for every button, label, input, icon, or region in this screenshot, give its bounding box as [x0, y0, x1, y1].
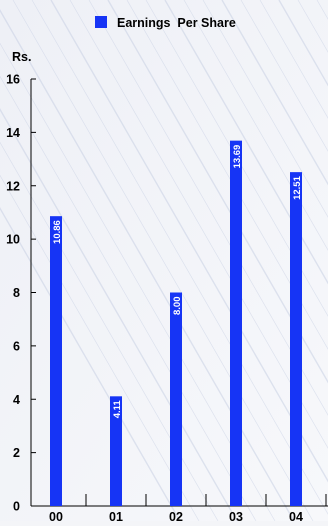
background-streak	[0, 174, 200, 522]
y-tick-label: 16	[6, 73, 20, 87]
legend-label: Earnings Per Share	[117, 16, 236, 30]
y-axis-label: Rs.	[12, 50, 31, 64]
background-streak	[0, 206, 181, 522]
bar	[230, 140, 242, 506]
y-tick-label: 8	[13, 286, 20, 300]
background-streak	[0, 42, 276, 522]
bar-value-label: 8.00	[172, 297, 183, 316]
bar	[290, 172, 302, 506]
background-streak	[240, 0, 328, 152]
y-tick-label: 6	[13, 339, 20, 353]
background-streak	[202, 0, 328, 218]
bar-value-label: 4.11	[112, 400, 123, 419]
x-tick-label: 00	[49, 510, 63, 521]
axes	[30, 78, 328, 507]
x-tick-label: 01	[109, 510, 123, 521]
background-streak	[12, 0, 314, 522]
y-tick-label: 4	[13, 393, 20, 407]
background-streak	[0, 108, 238, 522]
background-streak	[183, 0, 328, 251]
bar	[50, 216, 62, 506]
bars	[50, 140, 302, 506]
background-streak	[0, 9, 295, 522]
y-tick-label: 14	[6, 126, 20, 140]
background-streak	[107, 0, 328, 384]
y-tick-label: 12	[6, 179, 20, 193]
bar-value-label: 10.86	[52, 220, 63, 244]
legend: Earnings Per Share	[95, 16, 236, 30]
background-streak	[31, 0, 328, 515]
bar	[170, 292, 182, 506]
y-tick-label: 0	[13, 500, 20, 514]
x-tick-label: 04	[289, 510, 303, 521]
bar-value-label: 13.69	[232, 145, 243, 169]
background-streak	[69, 0, 328, 449]
background-streak	[0, 141, 219, 522]
x-tick-label: 03	[229, 510, 243, 521]
background-streak	[0, 75, 257, 522]
y-tick-label: 10	[6, 233, 20, 247]
x-tick-label: 02	[169, 510, 183, 521]
background-streak	[164, 0, 328, 285]
legend-swatch	[95, 16, 107, 28]
background-streak	[259, 0, 328, 119]
bar	[110, 396, 122, 506]
bar-value-label: 12.51	[292, 175, 303, 199]
background-streak	[126, 0, 328, 350]
y-tick-label: 2	[13, 446, 20, 460]
background-streak	[221, 0, 328, 186]
